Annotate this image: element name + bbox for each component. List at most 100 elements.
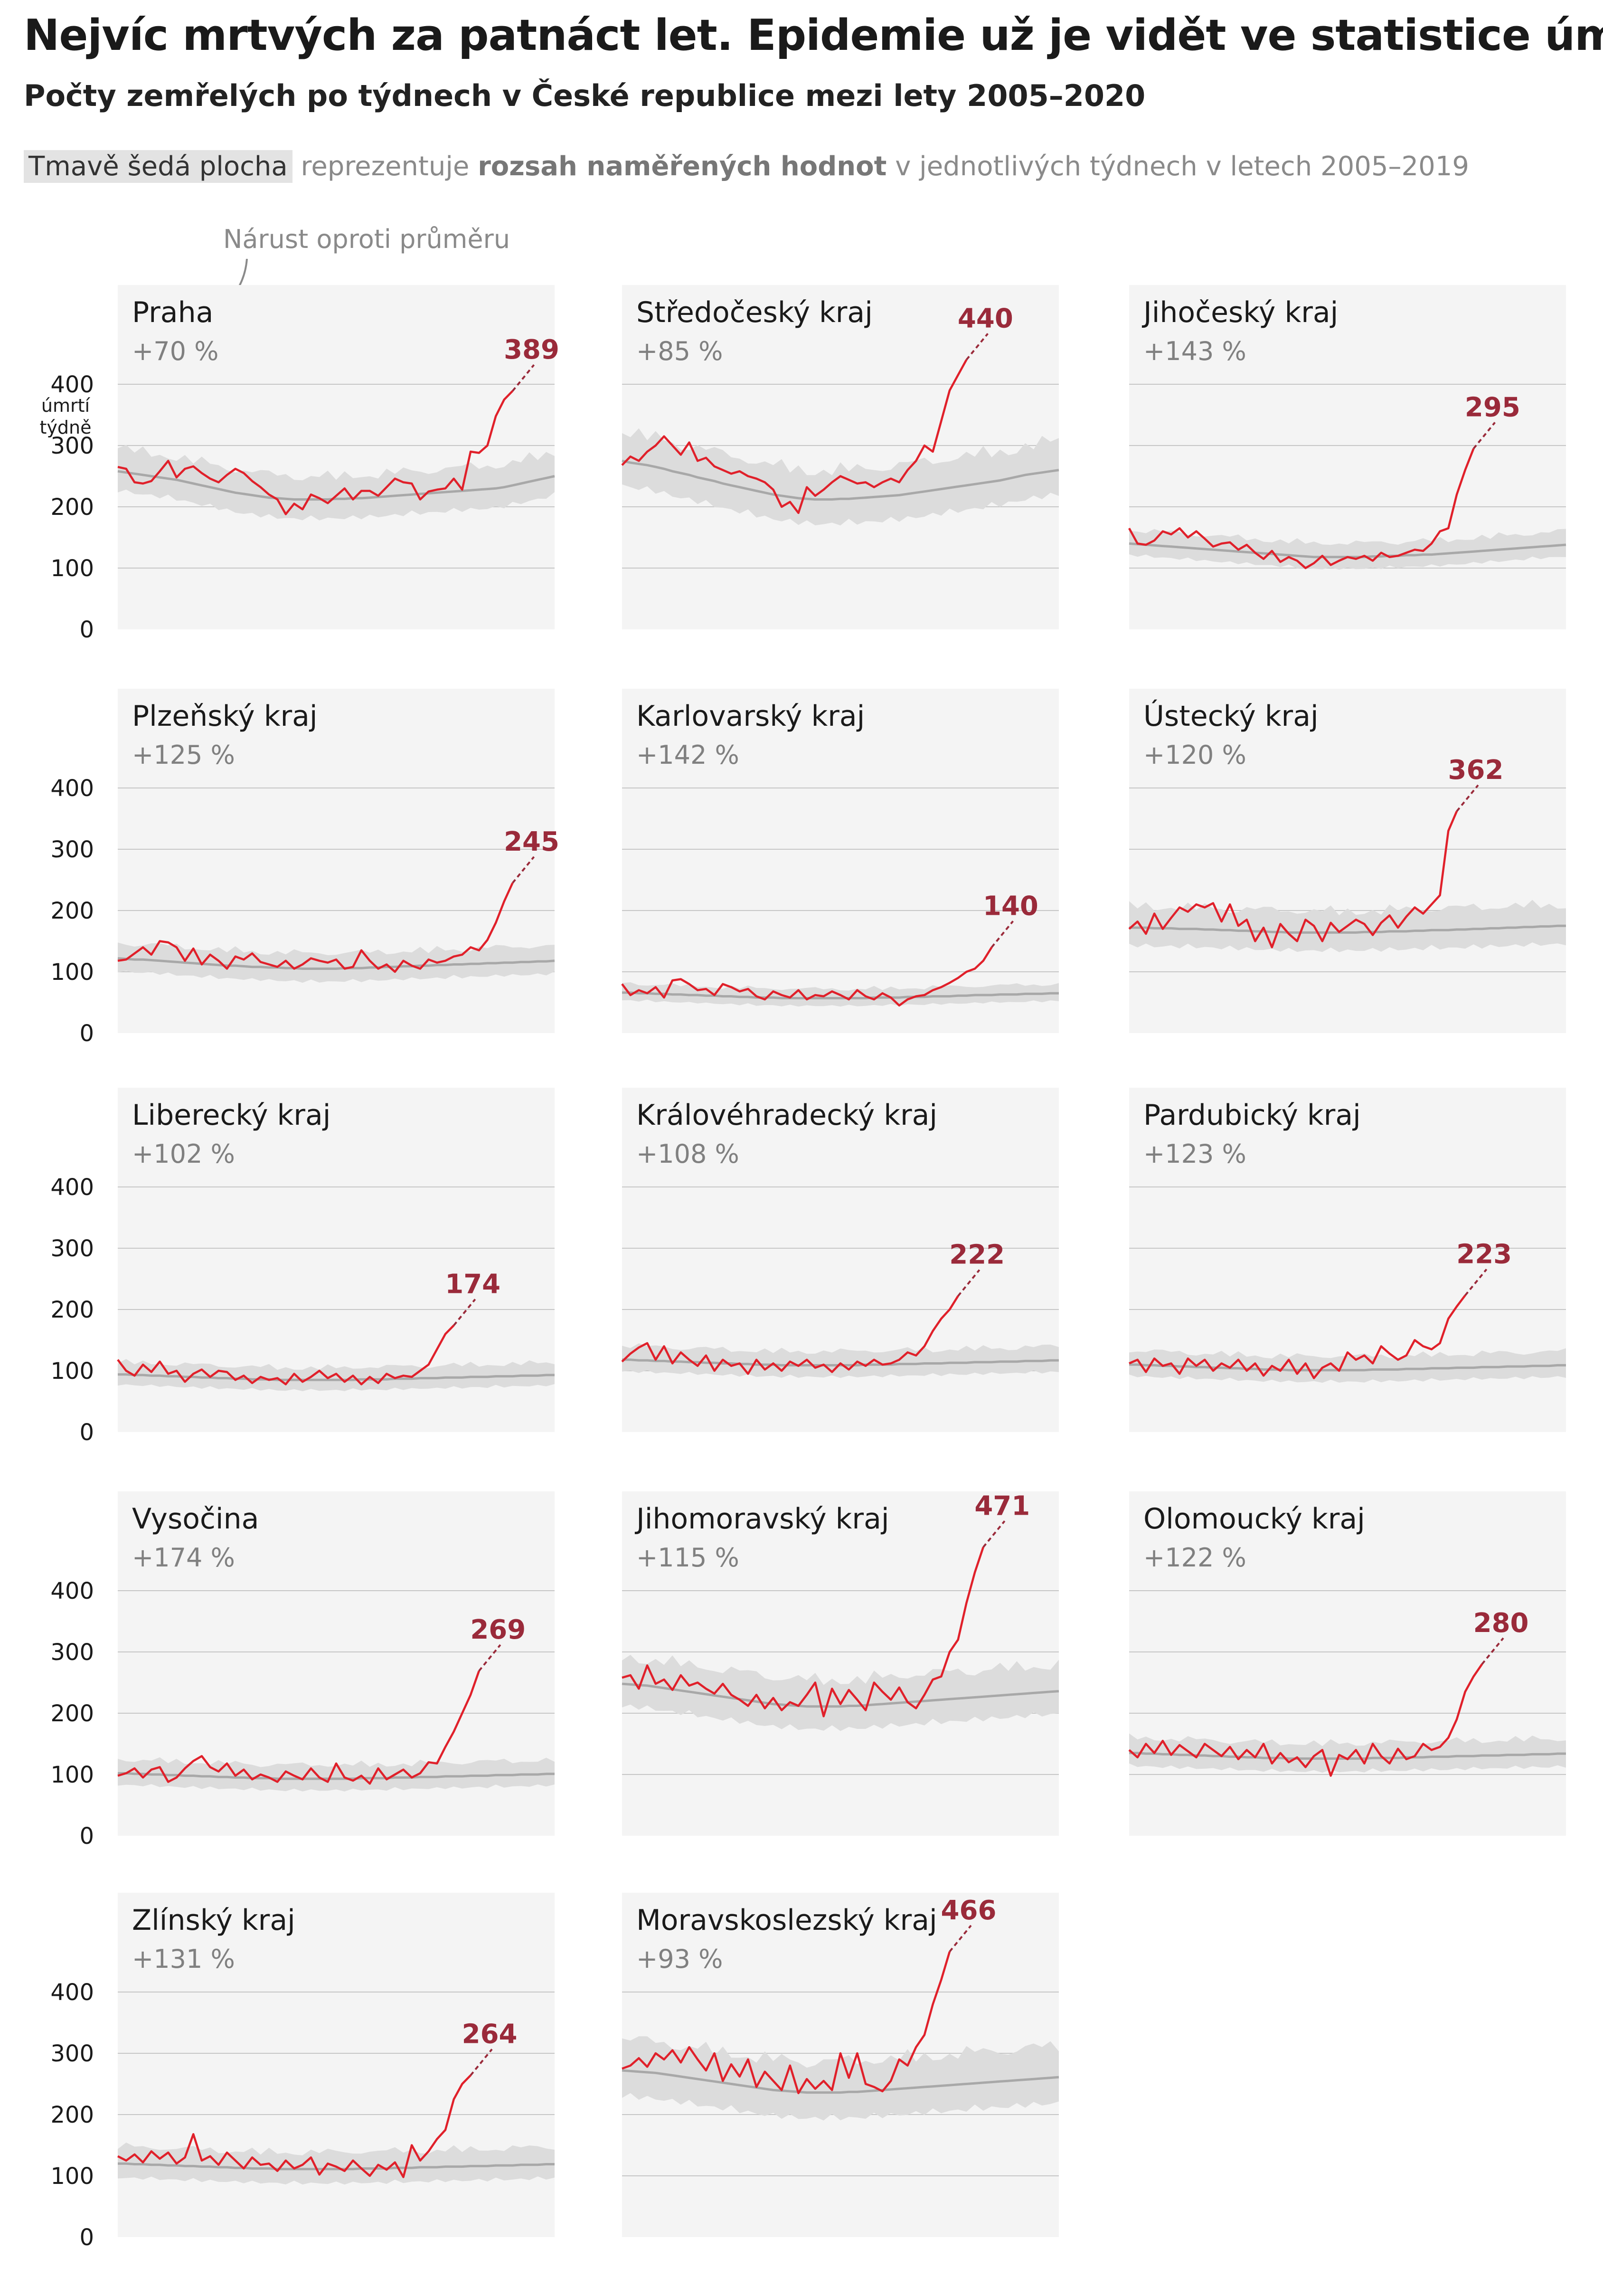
last-value-leader (965, 333, 989, 361)
panel-title: Karlovarský kraj (636, 700, 865, 733)
y-tick-label: 200 (50, 1700, 94, 1727)
range-band (118, 2142, 555, 2185)
y-tick-label: 200 (50, 1297, 94, 1323)
panel-background (1129, 285, 1566, 629)
panel-increase: +143 % (1143, 336, 1246, 366)
average-line (118, 2162, 555, 2171)
series-2020-line (622, 1951, 951, 2095)
y-tick-label: 100 (50, 555, 94, 582)
panel-increase: +122 % (1143, 1543, 1246, 1573)
panel-increase: +131 % (132, 1944, 235, 1974)
panel: 471 Jihomoravský kraj +115 % (622, 1490, 1059, 1836)
y-tick-label: 200 (50, 2102, 94, 2128)
panel: 295 Jihočeský kraj +143 % (1128, 285, 1566, 629)
panel: 0 100 200 300 400 264 Zlínský kraj +131 % (50, 1893, 555, 2251)
panel-title: Ústecký kraj (1143, 699, 1319, 733)
y-tick-label: 100 (50, 1762, 94, 1788)
range-band (118, 1757, 555, 1792)
y-unit-label: týdně (40, 417, 92, 438)
y-tick-label: 400 (50, 775, 94, 802)
panel-increase: +93 % (636, 1944, 723, 1974)
panel: 0 100 200 300 400 269 Vysočina +174 % (50, 1491, 555, 1850)
average-line (117, 470, 555, 501)
last-value-leader (949, 1925, 972, 1953)
last-value-label: 389 (504, 334, 559, 365)
y-tick-label: 200 (50, 898, 94, 924)
last-value-leader (478, 1644, 501, 1672)
chart-subtitle: Počty zemřelých po týdnech v České repub… (24, 78, 1146, 113)
series-2020-line (621, 359, 968, 514)
panel: 362 Ústecký kraj +120 % (1128, 689, 1566, 1033)
legend-text-2: v jednotlivých týdnech v letech 2005–201… (886, 151, 1470, 182)
panel-increase: +102 % (132, 1139, 235, 1169)
range-band (622, 1343, 1059, 1378)
panel: 280 Olomoucký kraj +122 % (1128, 1491, 1566, 1836)
last-value-leader (511, 364, 535, 392)
series-2020-line (1128, 1663, 1483, 1777)
y-tick-label: 400 (50, 1979, 94, 2006)
range-band (622, 2036, 1059, 2121)
y-tick-label: 300 (50, 1235, 94, 1262)
series-2020-line (622, 1546, 984, 1717)
y-tick-label: 0 (79, 1020, 94, 1047)
panel-increase: +123 % (1143, 1139, 1246, 1169)
y-tick-label: 300 (50, 433, 94, 459)
panel-title: Jihočeský kraj (1141, 296, 1338, 329)
last-value-leader (1464, 1269, 1488, 1296)
legend-note: Tmavě šedá plocha reprezentuje rozsah na… (24, 150, 1470, 183)
panel-increase: +85 % (636, 336, 723, 366)
last-value-leader (470, 2049, 493, 2076)
range-band (1129, 1733, 1566, 1773)
panel-increase: +108 % (636, 1139, 739, 1169)
last-value-label: 223 (1456, 1239, 1512, 1270)
panel: 440 Středočeský kraj +85 % (621, 285, 1059, 629)
y-tick-label: 300 (50, 1639, 94, 1666)
y-tick-label: 200 (50, 494, 94, 521)
range-band (1129, 529, 1566, 570)
panel: 0 100 200 300 400 174 Liberecký kraj +102 % (50, 1088, 555, 1446)
average-line (1129, 1363, 1566, 1372)
panel-title: Středočeský kraj (636, 296, 873, 329)
last-value-label: 471 (974, 1490, 1030, 1521)
average-line (622, 2069, 1059, 2094)
panel: 0 100 200 300 400 245 Plzeňský kraj +125 % (50, 689, 559, 1047)
average-line (1129, 924, 1566, 934)
y-tick-label: 100 (50, 1358, 94, 1385)
series-2020-line (117, 1670, 480, 1785)
last-value-leader (511, 856, 535, 884)
y-tick-label: 300 (50, 2040, 94, 2067)
panel-title: Praha (132, 296, 213, 329)
last-value-leader (982, 1520, 1006, 1548)
panel-title: Královéhradecký kraj (636, 1099, 937, 1132)
last-value-leader (1472, 422, 1496, 449)
average-line (622, 1358, 1059, 1366)
y-tick-label: 100 (50, 2163, 94, 2190)
panel-title: Plzeňský kraj (132, 700, 318, 733)
last-value-label: 245 (504, 826, 559, 857)
panel-background (622, 689, 1059, 1033)
series-2020-line (117, 1324, 455, 1385)
last-value-leader (1481, 1637, 1504, 1665)
average-line (117, 957, 555, 970)
chart-title: Nejvíc mrtvých za patnáct let. Epidemie … (24, 10, 1603, 60)
panel-title: Vysočina (132, 1502, 259, 1536)
last-value-label: 295 (1465, 392, 1520, 423)
panel-background (622, 1491, 1059, 1836)
series-2020-line (1128, 811, 1458, 949)
y-tick-label: 300 (50, 836, 94, 863)
panel: 222 Královéhradecký kraj +108 % (621, 1088, 1059, 1432)
annotation-text: Nárust oproti průměru (223, 224, 510, 254)
series-2020-line (1128, 448, 1475, 569)
last-value-leader (957, 1269, 981, 1297)
series-2020-line (621, 947, 993, 1007)
y-tick-label: 400 (50, 371, 94, 398)
panel: 140 Karlovarský kraj +142 % (621, 689, 1059, 1033)
y-tick-label: 0 (79, 617, 94, 643)
y-unit-label: úmrtí (41, 395, 91, 416)
panel-background (118, 285, 555, 629)
series-2020-line (117, 882, 514, 973)
average-line (118, 1772, 555, 1780)
panel-title: Pardubický kraj (1143, 1099, 1361, 1132)
